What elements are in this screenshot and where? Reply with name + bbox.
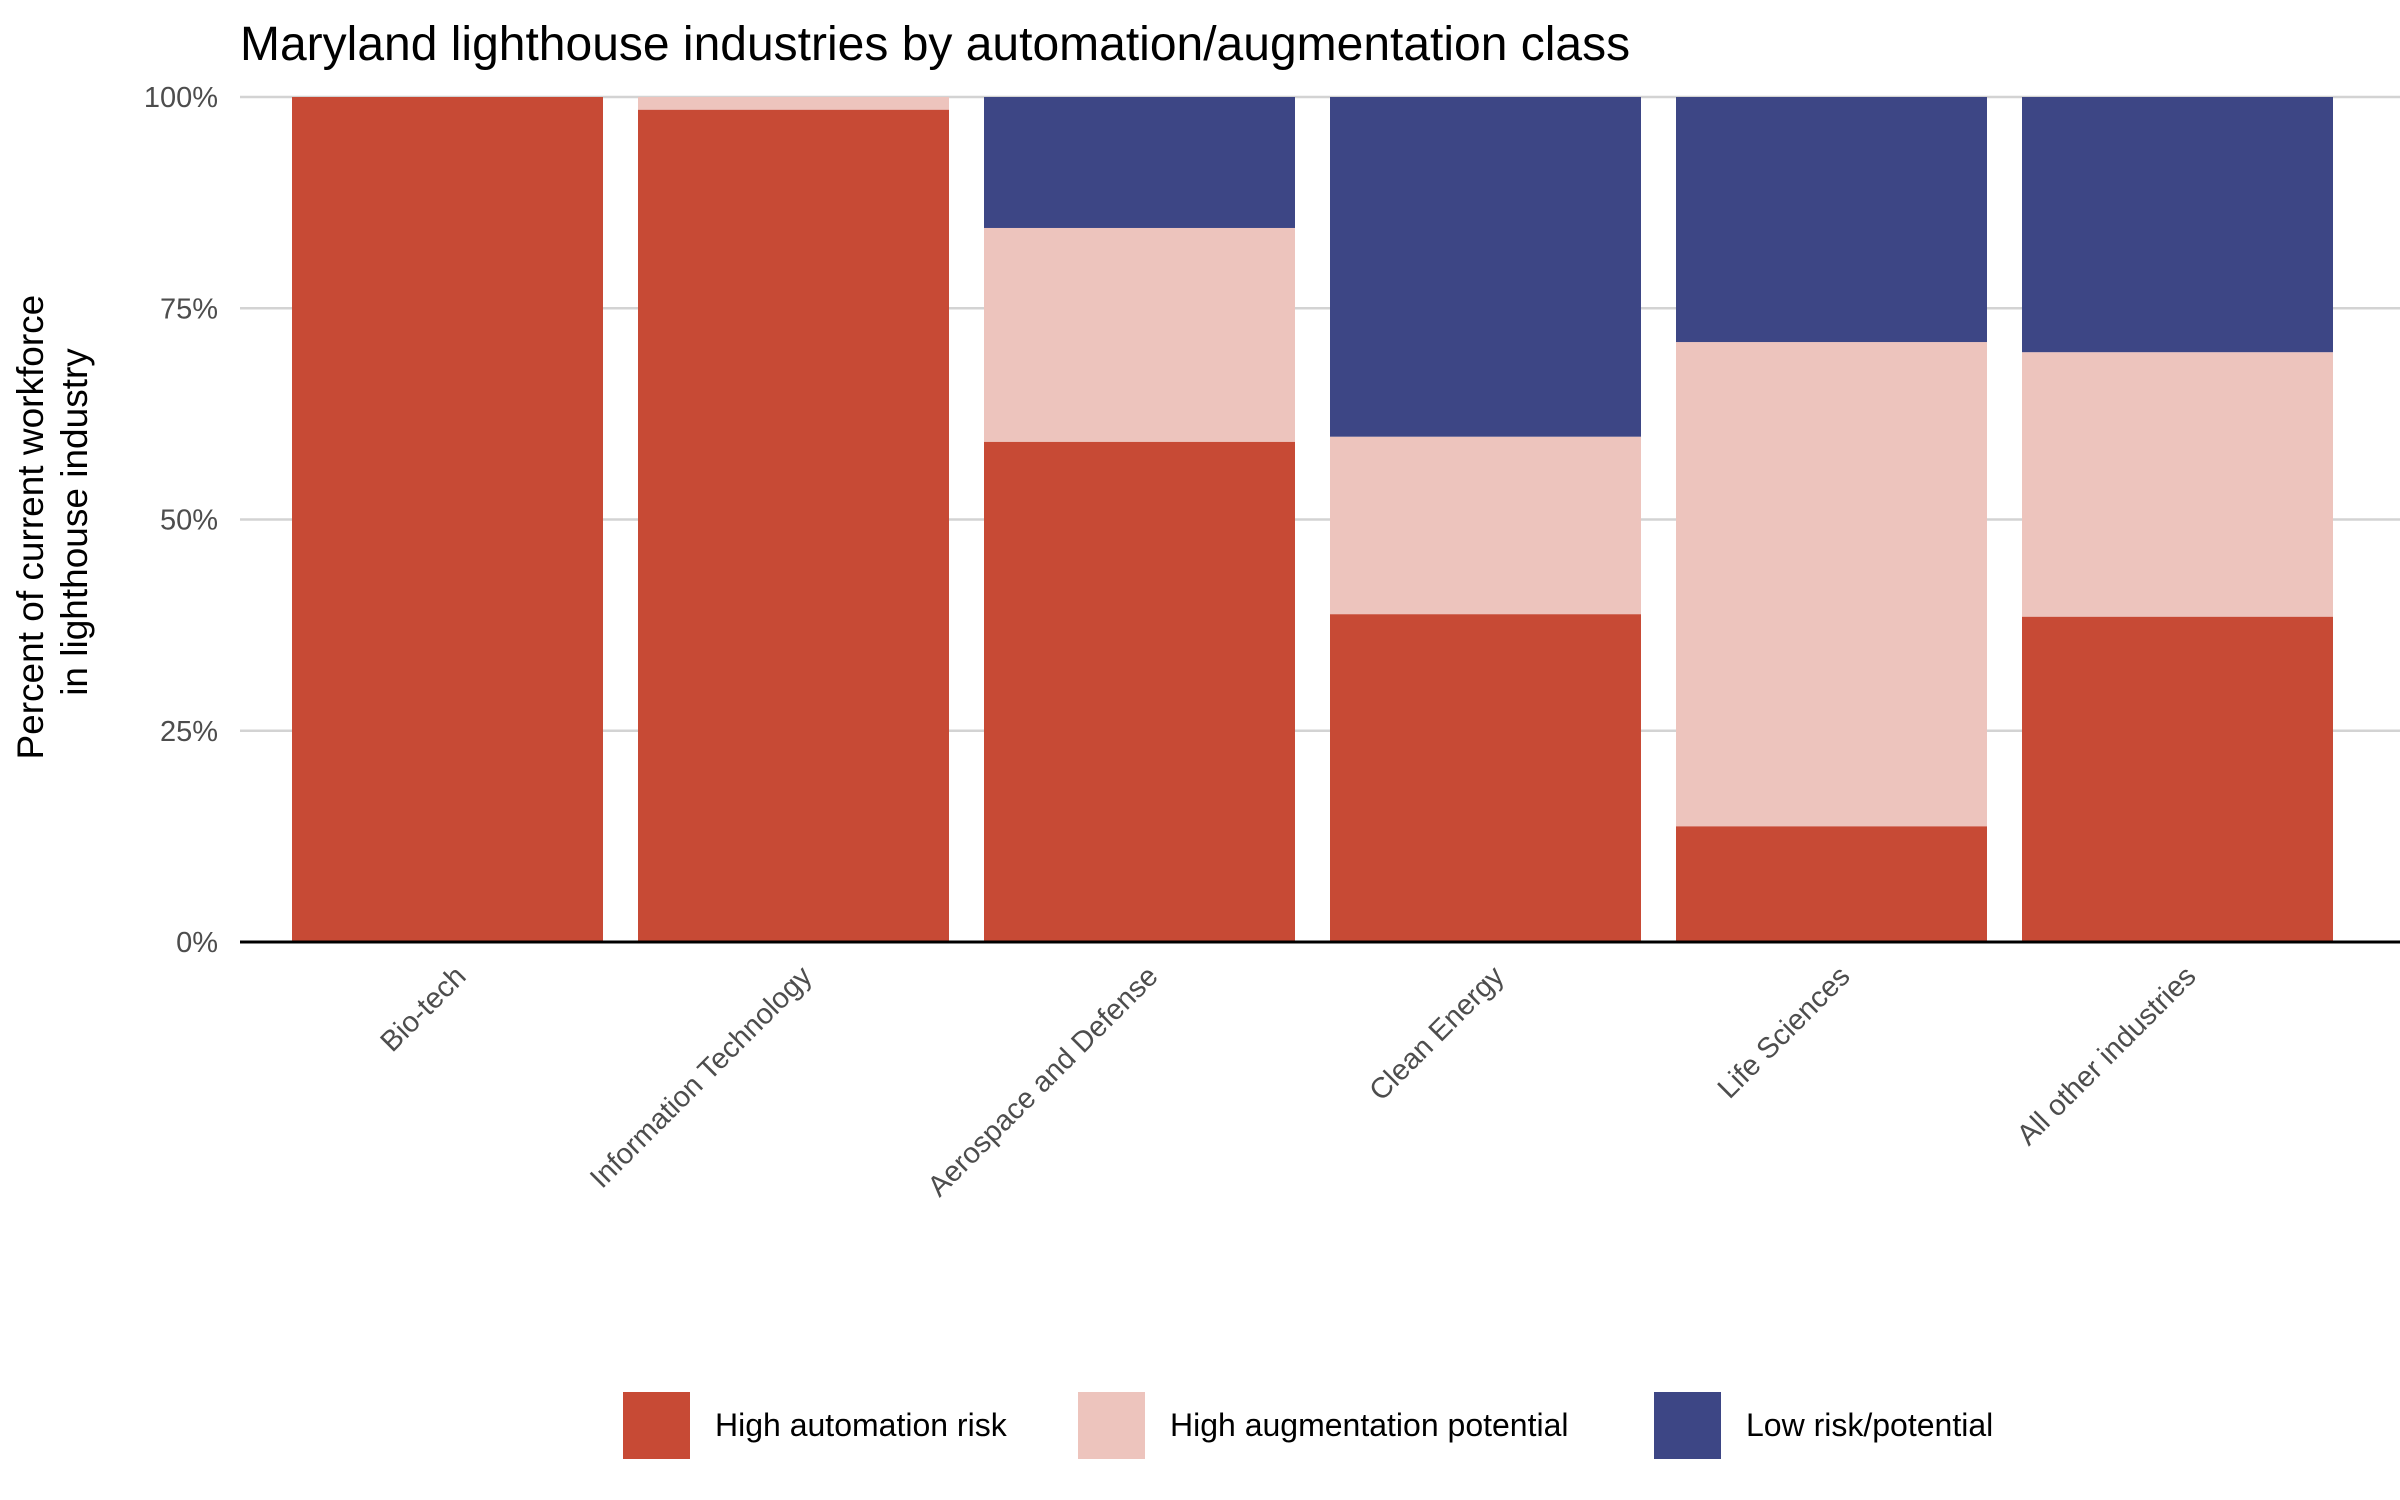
x-tick-label-information-technology: Information Technology [584, 960, 819, 1195]
legend-label-high-augmentation-potential: High augmentation potential [1170, 1407, 1569, 1443]
bars [292, 97, 2333, 943]
y-tick-label-2: 50% [160, 505, 218, 537]
y-tick-label-3: 75% [160, 293, 218, 325]
bar-clean-energy-high-automation-risk [1330, 614, 1641, 942]
bar-life-sciences-low-risk-potential [1676, 97, 1987, 343]
bar-all-other-industries-high-automation-risk [2022, 616, 2333, 942]
bar-bio-tech-high-automation-risk [292, 97, 603, 942]
x-axis-ticks: Bio-tech Information Technology Aerospace … [375, 960, 2203, 1203]
legend-label-high-automation-risk: High automation risk [715, 1407, 1008, 1443]
legend: High automation risk High augmentation po… [623, 1392, 1993, 1459]
y-tick-label-0: 0% [176, 927, 218, 959]
x-tick-label-clean-energy: Clean Energy [1364, 960, 1511, 1107]
x-tick-label-life-sciences: Life Sciences [1712, 960, 1857, 1105]
bar-life-sciences-high-automation-risk [1676, 826, 1987, 942]
y-axis-ticks: 0% 25% 50% 75% 100% [144, 82, 218, 959]
bar-all-other-industries-high-augmentation-potential [2022, 352, 2333, 617]
x-tick-label-aerospace-and-defense: Aerospace and Defense [922, 960, 1165, 1203]
bar-life-sciences-high-augmentation-potential [1676, 342, 1987, 827]
y-axis-title-line-1: Percent of current workforce [10, 295, 51, 760]
legend-swatch-high-automation-risk [623, 1392, 690, 1459]
legend-label-low-risk-potential: Low risk/potential [1746, 1407, 1993, 1443]
legend-swatch-low-risk-potential [1654, 1392, 1721, 1459]
bar-clean-energy-low-risk-potential [1330, 97, 1641, 437]
y-tick-label-4: 100% [144, 82, 218, 114]
bar-all-other-industries-low-risk-potential [2022, 97, 2333, 353]
bar-clean-energy-high-augmentation-potential [1330, 436, 1641, 615]
chart-title: Maryland lighthouse industries by automa… [240, 18, 1630, 71]
legend-swatch-high-augmentation-potential [1078, 1392, 1145, 1459]
bar-information-technology-high-automation-risk [638, 109, 949, 943]
y-axis-title: Percent of current workforce in lighthou… [10, 284, 95, 759]
x-tick-label-bio-tech: Bio-tech [375, 960, 473, 1058]
x-tick-label-all-other-industries: All other industries [2011, 960, 2202, 1151]
y-tick-label-1: 25% [160, 716, 218, 748]
y-axis-title-line-2: in lighthouse industry [54, 348, 95, 696]
bar-aerospace-and-defense-high-automation-risk [984, 441, 1295, 942]
bar-aerospace-and-defense-high-augmentation-potential [984, 227, 1295, 442]
bar-information-technology-high-augmentation-potential [638, 97, 949, 110]
bar-aerospace-and-defense-low-risk-potential [984, 97, 1295, 228]
